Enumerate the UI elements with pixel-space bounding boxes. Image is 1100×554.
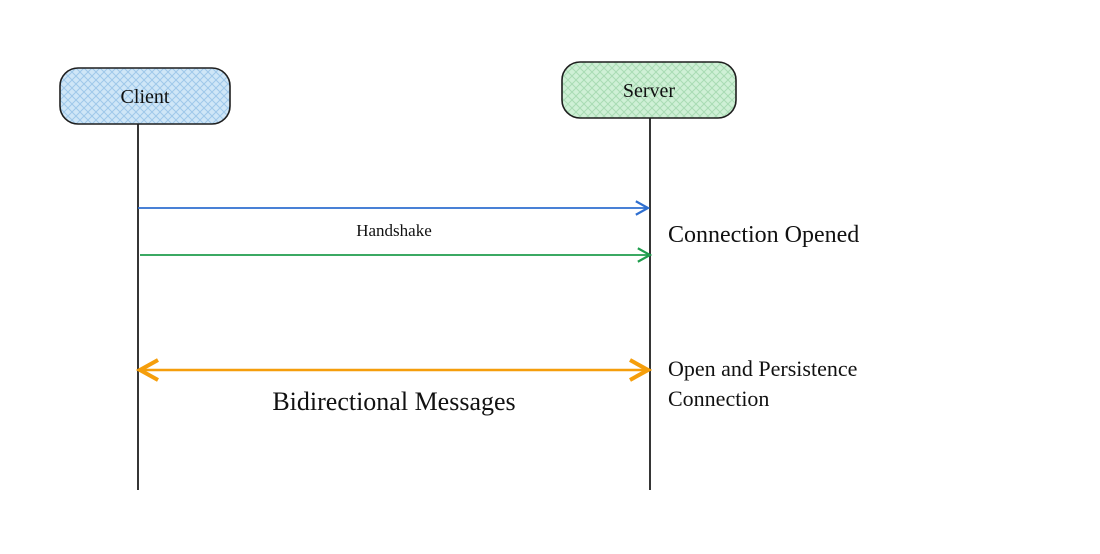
server-label: Server <box>623 80 676 102</box>
server-node: Server <box>562 62 736 118</box>
sequence-diagram: Client Server Handshake Connection Opene… <box>0 0 1100 554</box>
bidirectional-label: Bidirectional Messages <box>272 387 515 416</box>
open-persistence-label-2: Connection <box>668 386 769 411</box>
client-label: Client <box>121 86 170 108</box>
open-persistence-label-1: Open and Persistence <box>668 356 857 381</box>
connection-opened-label: Connection Opened <box>668 222 859 248</box>
client-node: Client <box>60 68 230 124</box>
handshake-label: Handshake <box>356 221 432 240</box>
